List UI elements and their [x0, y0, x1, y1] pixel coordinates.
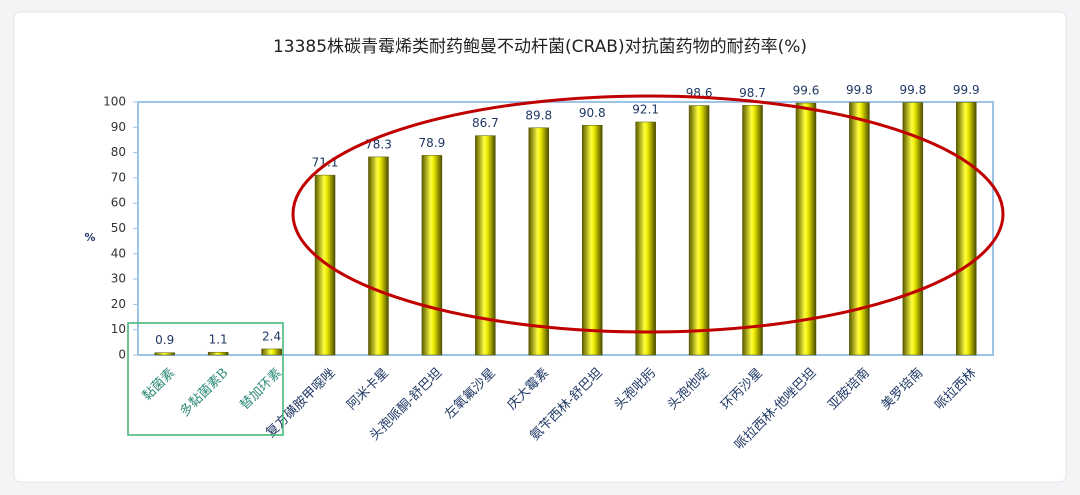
- highlight-ellipse: [291, 94, 1005, 334]
- value-label: 90.8: [579, 106, 606, 120]
- y-tick-label: 100: [103, 95, 126, 109]
- bar: [261, 348, 282, 356]
- y-tick-label: 0: [118, 348, 126, 362]
- value-label: 99.9: [953, 83, 980, 97]
- bar: [849, 102, 870, 356]
- bar: [528, 127, 550, 356]
- value-label: 1.1: [209, 333, 228, 347]
- bar: [742, 105, 763, 356]
- value-label: 99.8: [899, 83, 926, 97]
- value-label: 99.8: [846, 83, 873, 97]
- bar: [581, 125, 603, 356]
- bar: [207, 351, 229, 356]
- y-tick-label: 90: [111, 120, 126, 134]
- bar: [475, 135, 496, 356]
- bar: [688, 105, 710, 356]
- value-label: 99.6: [793, 84, 820, 98]
- highlight-box: [127, 322, 284, 436]
- y-tick-label: 20: [111, 297, 126, 311]
- value-label: 92.1: [632, 102, 659, 116]
- value-label: 2.4: [262, 329, 281, 343]
- bar: [154, 352, 175, 356]
- y-tick-label: 70: [111, 170, 126, 184]
- y-tick-label: 40: [111, 246, 126, 260]
- y-tick-label: 60: [111, 196, 126, 210]
- bar: [314, 174, 336, 356]
- bar: [635, 121, 656, 356]
- y-tick-label: 50: [111, 221, 126, 235]
- bar: [956, 102, 977, 356]
- y-tick-label: 10: [111, 322, 126, 336]
- value-label: 98.7: [739, 86, 766, 100]
- value-label: 78.9: [419, 136, 446, 150]
- value-label: 0.9: [155, 333, 174, 347]
- bar: [421, 155, 443, 356]
- bar: [368, 156, 389, 356]
- y-axis-label: %: [84, 231, 95, 244]
- bar: [795, 102, 817, 356]
- y-tick-label: 30: [111, 272, 126, 286]
- y-tick-label: 80: [111, 145, 126, 159]
- chart-title: 13385株碳青霉烯类耐药鲍曼不动杆菌(CRAB)对抗菌药物的耐药率(%): [273, 37, 807, 57]
- bar: [902, 102, 924, 356]
- value-label: 86.7: [472, 116, 499, 130]
- value-label: 89.8: [525, 108, 552, 122]
